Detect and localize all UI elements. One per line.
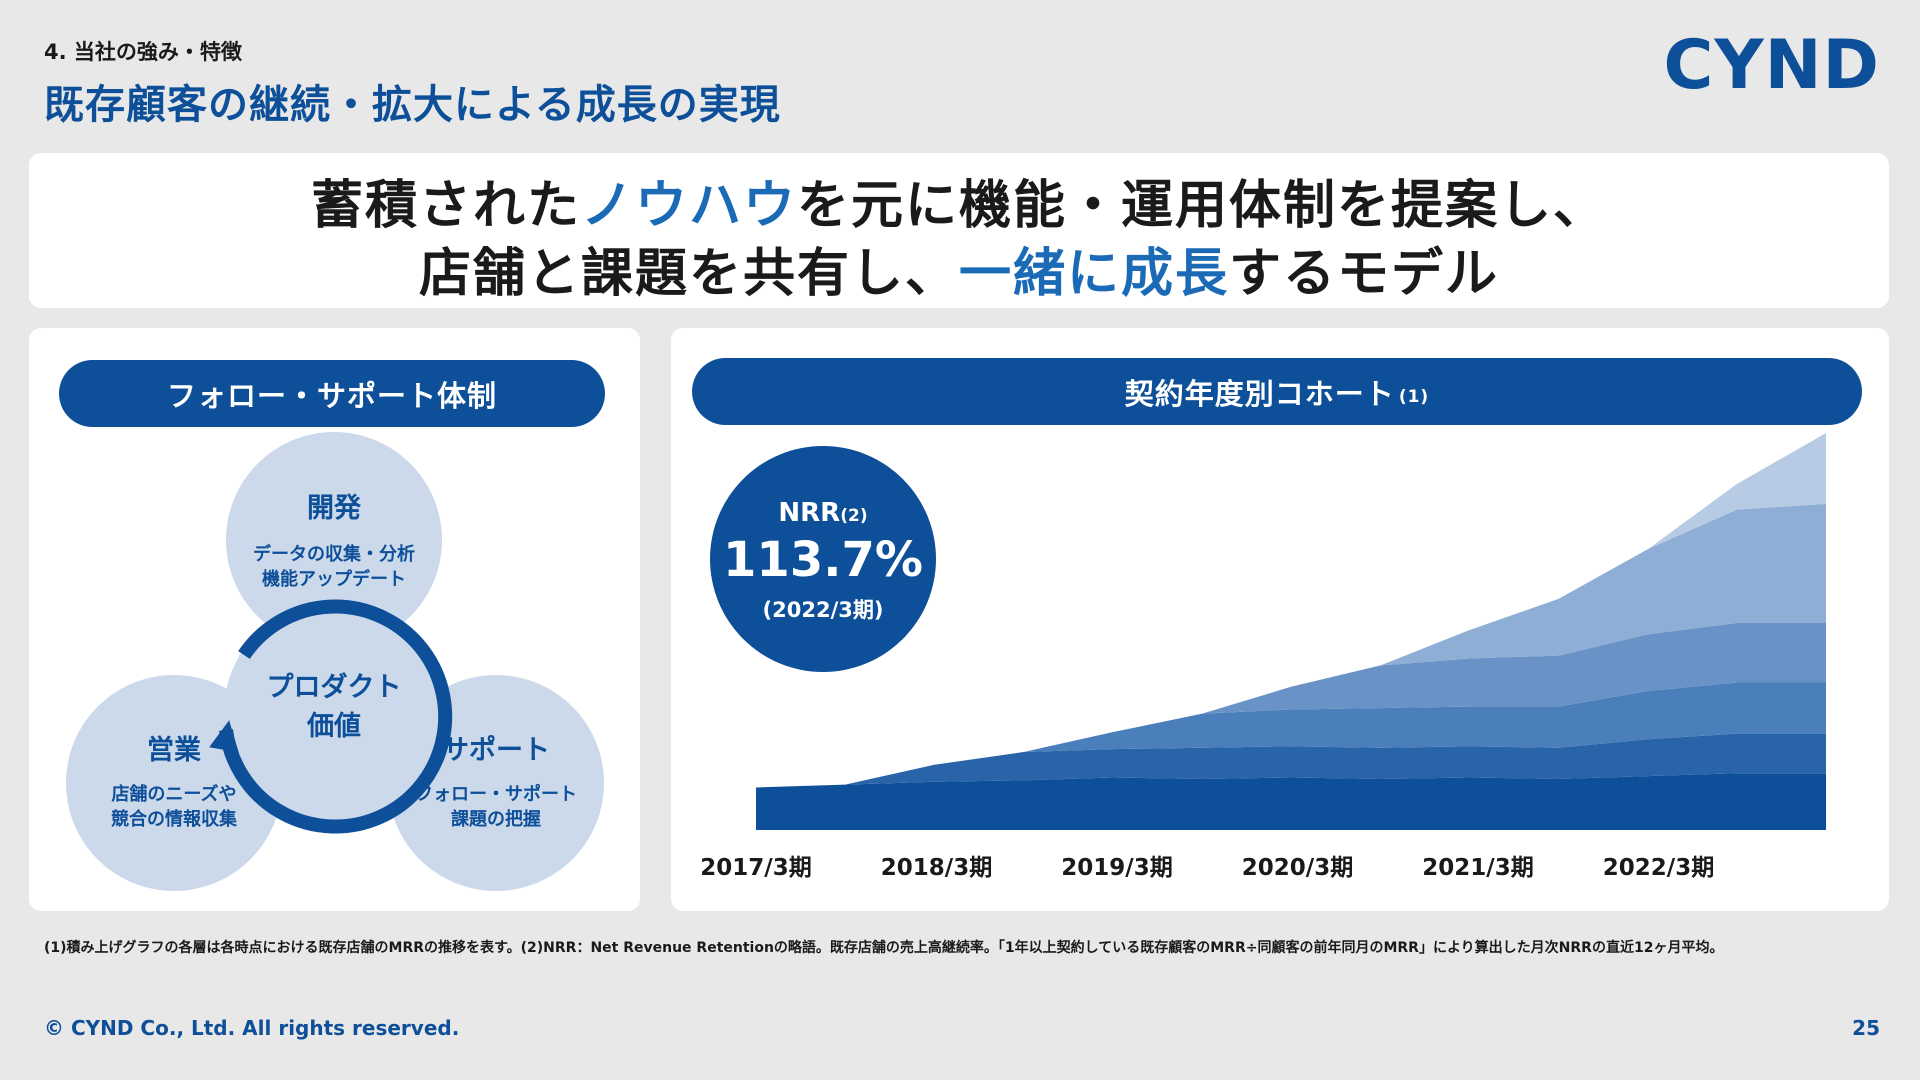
headline-text: 蓄積された [310, 176, 581, 236]
cohort-layer-3 [756, 682, 1826, 788]
x-tick-label: 2017/3期 [700, 855, 811, 881]
nrr-period: (2022/3期) [762, 598, 884, 622]
support-desc: フォロー・サポート 課題の把握 [388, 782, 604, 832]
development-desc: データの収集・分析 機能アップデート [216, 542, 452, 592]
headline-line-2: 店舗と課題を共有し、一緒に成長するモデル [29, 231, 1889, 306]
development-title: 開発 [307, 493, 361, 524]
headline-text: するモデル [1229, 244, 1500, 304]
nrr-label-text: NRR [778, 498, 841, 528]
x-tick-label: 2022/3期 [1603, 855, 1714, 881]
nrr-note: (2) [840, 506, 868, 526]
footnote: (1)積み上げグラフの各層は各時点における既存店舗のMRRの推移を表す。(2)N… [44, 940, 1724, 956]
nrr-label: NRR(2) [710, 498, 936, 528]
sales-desc: 店舗のニーズや 競合の情報収集 [66, 782, 282, 832]
cohort-area-chart: 2017/3期 2018/3期 2019/3期 2020/3期 2021/3期 2022/… [700, 433, 1826, 881]
section-label: 4. 当社の強み・特徴 [44, 40, 242, 64]
headline-text: 店舗と課題を共有し、 [418, 244, 959, 304]
headline-line-1: 蓄積されたノウハウを元に機能・運用体制を提案し、 [29, 163, 1889, 238]
cycle-arc [219, 599, 453, 834]
product-value-line2: 価値 [307, 711, 361, 742]
support-structure-panel: フォロー・サポート体制 開発 データの収集・分析 機能アップデート プロダクト … [29, 328, 640, 911]
development-desc-line1: データの収集・分析 [253, 544, 415, 565]
nrr-badge: NRR(2) 113.7% (2022/3期) [710, 446, 936, 672]
support-structure-header: フォロー・サポート体制 [59, 360, 605, 427]
cynd-logo: CYND [1663, 26, 1880, 105]
slide-title: 既存顧客の継続・拡大による成長の実現 [44, 82, 781, 128]
center-circle [224, 602, 444, 822]
support-title: サポート [442, 735, 550, 766]
x-tick-label: 2018/3期 [881, 855, 992, 881]
cohort-layer-4 [756, 622, 1826, 788]
sales-desc-line1: 店舗のニーズや [111, 784, 237, 805]
support-desc-line1: フォロー・サポート [415, 784, 577, 805]
copyright: © CYND Co., Ltd. All rights reserved. [44, 1016, 460, 1040]
cohort-header-label: 契約年度別コホート [1124, 376, 1395, 411]
sales-desc-line2: 競合の情報収集 [111, 809, 237, 830]
headline-text: を元に機能・運用体制を提案し、 [797, 176, 1608, 236]
nrr-value: 113.7% [723, 532, 923, 588]
headline-highlight-knowhow: ノウハウ [580, 176, 797, 236]
cohort-header-note: (1) [1398, 386, 1430, 407]
cycle-arrowhead [209, 720, 239, 753]
headline-highlight-growth: 一緒に成長 [958, 244, 1229, 304]
cycle-arrow-icon [209, 599, 453, 834]
cohort-layer-5 [756, 503, 1826, 788]
cohort-layer-1 [756, 773, 1826, 830]
cohort-panel: 契約年度別コホート (1) 2017/3期 2018/3期 2019/3期 2020/3… [671, 328, 1889, 911]
sales-title: 営業 [147, 735, 201, 766]
headline-box: 蓄積されたノウハウを元に機能・運用体制を提案し、 店舗と課題を共有し、一緒に成長… [29, 153, 1889, 308]
x-tick-label: 2021/3期 [1422, 855, 1533, 881]
support-desc-line2: 課題の把握 [451, 809, 541, 830]
cohort-header: 契約年度別コホート (1) [692, 358, 1862, 425]
x-tick-label: 2020/3期 [1242, 855, 1353, 881]
product-value-title: プロダクト 価値 [244, 665, 424, 743]
product-value-line1: プロダクト [266, 672, 402, 703]
x-tick-label: 2019/3期 [1061, 855, 1172, 881]
development-desc-line2: 機能アップデート [262, 569, 406, 590]
cohort-layer-2 [756, 733, 1826, 788]
page-number: 25 [1852, 1016, 1880, 1040]
